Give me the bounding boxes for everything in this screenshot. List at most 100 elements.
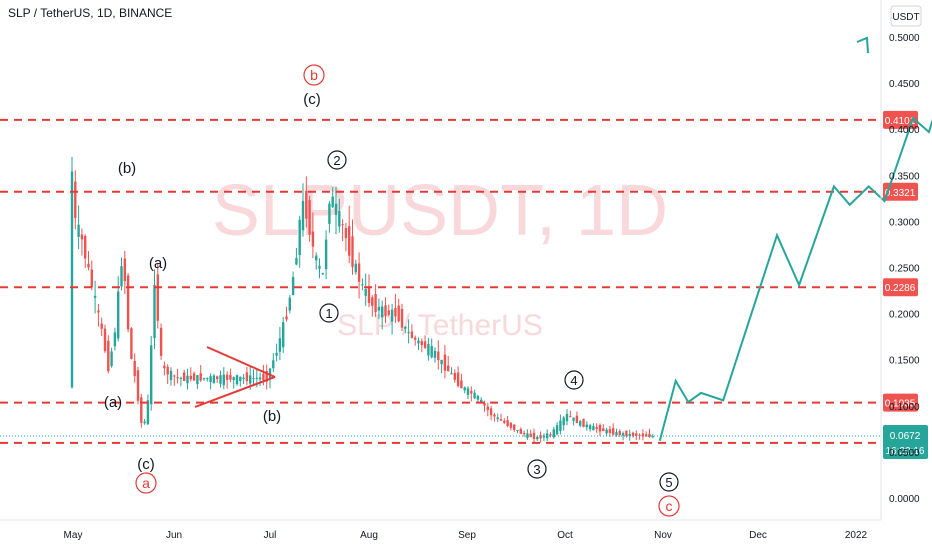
candle-body [483,403,486,406]
x-axis[interactable]: May Jun Jul Aug Sep Oct Nov Dec 2022 [64,530,868,541]
candle-body [516,430,519,431]
candle-body [216,376,219,380]
candle-body [414,337,417,340]
candle-body [209,376,212,382]
candle-body [321,273,324,275]
candle-body [503,420,506,423]
candle-body [423,341,427,348]
candle-body [621,433,625,436]
wave-labels-red: b a c [135,64,680,517]
candle-body [344,228,348,239]
candle-body [598,425,602,432]
wave-label: (c) [303,91,321,108]
watermark-name: SLP / TetherUS [337,309,543,342]
candle-body [460,380,463,389]
candle-body [110,351,113,367]
candle-body [371,297,374,306]
candle-body [427,343,430,356]
candle-body [143,421,146,424]
candle-body [80,234,84,240]
candle-body [384,305,387,316]
candle-body [196,375,199,385]
y-axis[interactable]: 0.5000 0.4500 0.4000 0.3500 0.3000 0.2500 0.20… [889,33,920,505]
candle-body [618,431,621,435]
candle-body [357,263,361,282]
candle-body [315,255,318,261]
wave-label-red: c [666,498,673,514]
candle-body [555,425,559,435]
candle-body [242,377,245,379]
candle-body [189,375,192,380]
y-tick-label: 0.5000 [889,33,920,44]
candle-body [77,224,80,237]
candle-body [100,323,103,329]
candle-body [546,433,549,439]
y-tick-label: 0.1000 [889,402,920,413]
candle-body [367,286,371,303]
candle-body [615,432,618,436]
x-tick-label: 2022 [845,530,868,541]
candle-body [579,421,582,426]
candle-body [107,340,110,372]
candle-body [440,359,443,365]
wave-label: (a) [149,255,167,272]
candle-body [374,294,377,313]
candle-body [635,433,638,436]
candle-body [394,308,397,317]
candle-body [437,351,440,361]
candle-body [407,332,410,334]
x-tick-label: Jun [166,530,182,541]
candle-body [305,191,308,219]
candle-body [93,295,97,298]
y-tick-label: 0.4000 [889,125,920,136]
candle-body [74,181,77,218]
y-tick-label: 0.0000 [889,494,920,505]
level-tag [883,110,918,129]
candle-body [354,263,357,273]
wave-circled-labels: 2 1 4 3 5 [319,150,679,492]
candle-body [443,354,447,371]
candle-body [318,265,321,269]
candle-body [249,375,252,384]
candle-body [245,372,249,382]
level-tag [883,278,918,297]
candle-body [123,258,126,281]
candle-body [509,422,513,428]
wave-labels-black: (b) (a) (a) (c) (b) (c) [104,91,321,473]
currency-button[interactable] [890,5,922,27]
candle-body [120,266,123,287]
candle-body [331,196,334,208]
candle-body [183,372,186,381]
candle-body [136,370,140,401]
candle-body [536,436,539,440]
candle-body [176,377,179,379]
candle-body [202,378,206,380]
candle-body [361,284,364,286]
candle-body [272,360,275,369]
candle-body [631,432,635,436]
candle-body [651,436,654,438]
candle-body [150,345,153,405]
candle-body [153,285,156,339]
candle-body [463,387,466,391]
x-tick-label: Aug [360,530,378,541]
candle-body [173,375,176,377]
currency-label: USDT [892,12,919,23]
candle-body [265,371,268,382]
y-tick-label: 0.2500 [889,264,920,275]
candle-body [275,352,278,356]
candle-body [486,406,489,410]
candle-body [103,328,107,352]
candle-body [381,306,384,318]
candle-body [146,400,150,425]
candle-body [206,378,209,380]
wave-label-circled: 4 [570,373,577,388]
wave-label: (b) [118,160,136,177]
candle-body [338,210,341,227]
candle-body [645,434,648,437]
wave-label-red: a [142,475,150,491]
x-tick-label: Sep [458,530,476,541]
last-price-countdown: 16:20:16 [886,446,925,457]
